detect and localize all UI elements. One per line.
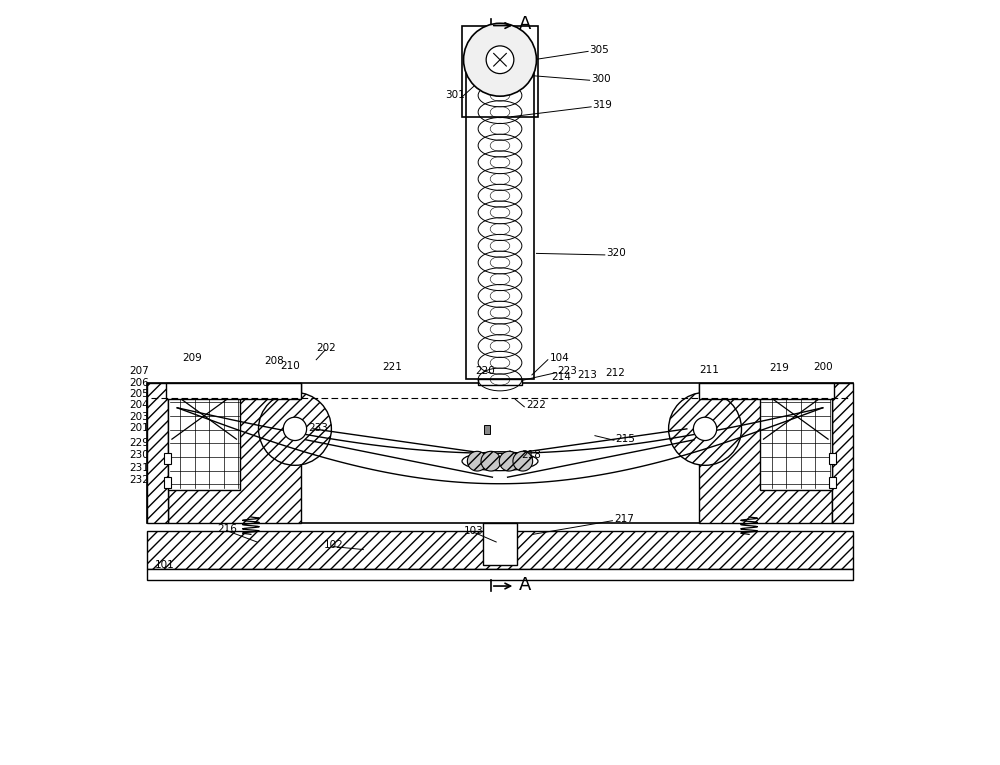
Bar [147, 382, 853, 523]
Circle shape [481, 451, 501, 471]
Bar [483, 523, 517, 565]
Text: 210: 210 [280, 361, 300, 371]
Circle shape [258, 392, 331, 465]
Bar [484, 453, 490, 462]
Bar [699, 382, 832, 523]
Text: 230: 230 [129, 451, 149, 461]
Text: 104: 104 [549, 353, 569, 363]
Text: 233: 233 [309, 423, 328, 433]
Bar [832, 382, 853, 523]
Text: 216: 216 [217, 524, 237, 534]
Circle shape [693, 417, 717, 441]
Text: 205: 205 [129, 389, 149, 399]
Text: 305: 305 [590, 45, 609, 55]
Text: 232: 232 [129, 475, 149, 485]
Bar [164, 477, 171, 488]
Text: 319: 319 [593, 100, 613, 110]
Text: 103: 103 [464, 526, 484, 536]
Bar [147, 382, 168, 523]
Bar [484, 425, 490, 434]
Text: 203: 203 [129, 412, 149, 422]
Circle shape [464, 23, 536, 96]
Bar [147, 531, 853, 568]
Text: A: A [519, 575, 531, 594]
Text: 102: 102 [324, 540, 344, 550]
Text: 209: 209 [183, 353, 202, 363]
Bar [478, 379, 522, 385]
Bar [829, 477, 836, 488]
Text: 221: 221 [382, 363, 402, 373]
Text: 223: 223 [558, 366, 578, 376]
Text: 320: 320 [606, 249, 626, 259]
Circle shape [499, 451, 519, 471]
Text: 229: 229 [129, 438, 149, 448]
Bar [147, 568, 853, 580]
Bar [829, 453, 836, 464]
Bar [168, 382, 301, 523]
Bar [466, 66, 534, 379]
Circle shape [513, 451, 533, 471]
Circle shape [283, 417, 307, 441]
Text: 217: 217 [614, 514, 634, 524]
Text: 207: 207 [129, 366, 149, 376]
Bar [699, 382, 834, 399]
Text: 215: 215 [615, 434, 635, 444]
Bar [164, 453, 171, 464]
Text: 300: 300 [591, 73, 611, 83]
Text: A: A [519, 15, 531, 33]
Text: 214: 214 [552, 373, 572, 382]
Text: 206: 206 [129, 377, 149, 388]
Text: 204: 204 [129, 400, 149, 410]
Text: 202: 202 [316, 343, 336, 353]
Text: 220: 220 [476, 366, 495, 376]
Text: 201: 201 [129, 423, 149, 433]
Text: 218: 218 [521, 450, 541, 460]
Text: 301: 301 [445, 90, 465, 100]
Text: 208: 208 [265, 356, 284, 366]
Bar [760, 389, 832, 490]
Circle shape [467, 451, 487, 471]
Text: 200: 200 [813, 363, 833, 373]
Text: 213: 213 [577, 370, 597, 380]
Text: 101: 101 [154, 560, 174, 570]
Bar [166, 382, 301, 399]
Circle shape [669, 392, 742, 465]
Text: 222: 222 [526, 400, 546, 410]
Text: 212: 212 [605, 369, 625, 379]
Bar [168, 389, 240, 490]
Text: 211: 211 [699, 365, 719, 375]
Text: 219: 219 [769, 363, 789, 373]
Text: 231: 231 [129, 463, 149, 473]
Circle shape [486, 46, 514, 73]
Bar [462, 25, 538, 117]
